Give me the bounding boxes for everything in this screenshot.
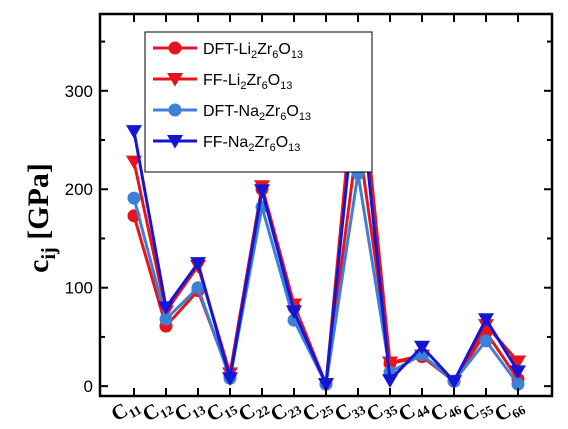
- series-layer: [126, 37, 526, 392]
- legend-marker-1: [168, 41, 182, 55]
- data-point-s4-C35: [382, 374, 398, 388]
- legend-label-4: FF-Na2Zr6O13: [203, 134, 300, 154]
- data-point-s4-C22: [254, 184, 270, 198]
- data-point-s4-C25: [318, 378, 334, 392]
- data-point-s3-C66: [511, 377, 525, 391]
- y-tick-label-200: 200: [65, 180, 93, 199]
- y-axis-label: cij [GPa]: [22, 163, 60, 273]
- data-point-s2-C66: [510, 355, 526, 370]
- data-point-s4-C44: [414, 340, 430, 355]
- legend-marker-3: [168, 103, 182, 117]
- series-line-3: [132, 171, 520, 386]
- data-point-s4-C12: [158, 301, 174, 315]
- data-point-s3-C12: [159, 312, 173, 326]
- y-axis-label-subscript: ij: [38, 247, 60, 259]
- data-point-s3-C11: [127, 191, 141, 205]
- data-point-s4-C13: [190, 257, 206, 271]
- y-tick-label-0: 0: [84, 377, 93, 396]
- y-tick-label-100: 100: [65, 279, 93, 298]
- data-point-s4-C15: [222, 372, 238, 386]
- data-point-s4-C11: [126, 125, 142, 139]
- svg-text:cij [GPa]: cij [GPa]: [22, 163, 60, 273]
- data-point-s3-C13: [191, 281, 205, 295]
- data-point-s4-C55: [478, 313, 494, 327]
- legend-frame: [144, 31, 373, 173]
- data-point-s3-C55: [479, 334, 493, 348]
- legend-marker-2: [167, 73, 183, 87]
- legend-entry-3: DFT-Na2Zr6O13: [153, 103, 311, 123]
- legend-marker-4: [167, 135, 183, 149]
- legend-entry-1: DFT-Li2Zr6O13: [153, 41, 303, 61]
- legend-label-1: DFT-Li2Zr6O13: [203, 41, 303, 61]
- legend-entry-4: FF-Na2Zr6O13: [153, 134, 300, 154]
- legend-entry-2: FF-Li2Zr6O13: [153, 72, 292, 92]
- legend: DFT-Li2Zr6O13 FF-Li2Zr6O13 DFT-Na2Zr6O13 FF…: [144, 31, 373, 173]
- data-point-s4-C46: [446, 375, 462, 389]
- legend-label-3: DFT-Na2Zr6O13: [203, 103, 311, 123]
- data-point-s4-C23: [286, 305, 302, 319]
- legend-label-2: FF-Li2Zr6O13: [203, 72, 292, 92]
- y-axis-label-main: c: [22, 260, 55, 273]
- y-axis-label-unit: [GPa]: [22, 163, 55, 247]
- data-point-s4-C66: [510, 365, 526, 379]
- y-tick-label-300: 300: [65, 82, 93, 101]
